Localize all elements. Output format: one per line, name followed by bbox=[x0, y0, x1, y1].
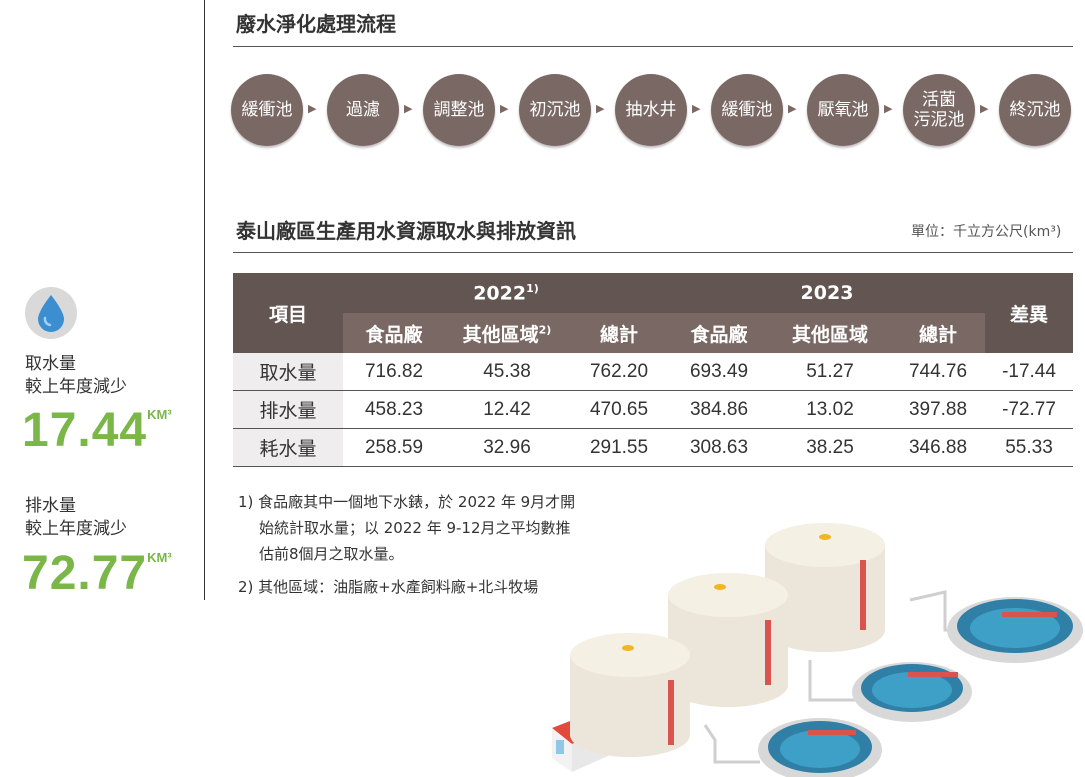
arrow-icon: ▶ bbox=[884, 102, 893, 115]
table-cell: 397.88 bbox=[891, 390, 985, 429]
header-diff: 差異 bbox=[985, 273, 1073, 353]
table-row: 取水量 716.82 45.38 762.20 693.49 51.27 744… bbox=[233, 353, 1073, 391]
process-step-1: 緩衝池 bbox=[231, 74, 303, 146]
table-cell: 55.33 bbox=[985, 428, 1073, 467]
subheader-other-2022: 其他區域2) bbox=[445, 313, 569, 353]
table-cell: 346.88 bbox=[891, 428, 985, 467]
process-step-5: 抽水井 bbox=[615, 74, 687, 146]
table-title: 泰山廠區生產用水資源取水與排放資訊 bbox=[236, 219, 576, 243]
arrow-icon: ▶ bbox=[980, 102, 989, 115]
vertical-divider bbox=[204, 0, 205, 600]
intake-stat-label: 取水量 較上年度減少 bbox=[25, 354, 127, 397]
process-step-7: 厭氧池 bbox=[807, 74, 879, 146]
header-item: 項目 bbox=[233, 273, 343, 353]
process-step-2: 過濾 bbox=[327, 74, 399, 146]
arrow-icon: ▶ bbox=[596, 102, 605, 115]
process-step-8: 活菌 污泥池 bbox=[903, 74, 975, 146]
discharge-stat-value: 72.77 bbox=[22, 547, 148, 600]
footnote-2: 2) 其他區域：油脂廠+水產飼料廠+北斗牧場 bbox=[238, 578, 539, 596]
table-cell: 258.59 bbox=[343, 428, 445, 467]
intake-stat-value: 17.44 bbox=[22, 404, 148, 457]
table-cell: 716.82 bbox=[343, 353, 445, 391]
table-cell: 12.42 bbox=[445, 390, 569, 429]
table-cell: 744.76 bbox=[891, 353, 985, 391]
arrow-icon: ▶ bbox=[788, 102, 797, 115]
process-step-3: 調整池 bbox=[423, 74, 495, 146]
subheader-food-2023: 食品廠 bbox=[669, 313, 769, 353]
discharge-stat: 72.77KM³ bbox=[22, 550, 172, 598]
process-step-4: 初沉池 bbox=[519, 74, 591, 146]
table-row: 排水量 458.23 12.42 470.65 384.86 13.02 397… bbox=[233, 390, 1073, 429]
process-title: 廢水淨化處理流程 bbox=[236, 12, 396, 36]
subheader-food-2022: 食品廠 bbox=[343, 313, 445, 353]
row-label: 耗水量 bbox=[233, 428, 343, 467]
clarifier-icon bbox=[758, 718, 882, 777]
unit-note: 單位：千立方公尺(km³) bbox=[911, 224, 1062, 240]
table-cell: 13.02 bbox=[769, 390, 891, 429]
subheader-total-2022: 總計 bbox=[569, 313, 669, 353]
header-year-2022: 20221) bbox=[343, 273, 669, 313]
table-cell: -17.44 bbox=[985, 353, 1073, 391]
intake-stat-unit: KM³ bbox=[147, 407, 172, 422]
tank-icon bbox=[668, 573, 788, 707]
clarifier-icon bbox=[947, 597, 1083, 663]
arrow-icon: ▶ bbox=[692, 102, 701, 115]
process-title-rule bbox=[233, 46, 1073, 47]
table-cell: 308.63 bbox=[669, 428, 769, 467]
tank-icon bbox=[765, 523, 885, 652]
arrow-icon: ▶ bbox=[500, 102, 509, 115]
table-cell: 693.49 bbox=[669, 353, 769, 391]
table-cell: 45.38 bbox=[445, 353, 569, 391]
water-drop-icon bbox=[38, 295, 64, 332]
subheader-other-2023: 其他區域 bbox=[769, 313, 891, 353]
table-row: 耗水量 258.59 32.96 291.55 308.63 38.25 346… bbox=[233, 428, 1073, 467]
table-cell: 458.23 bbox=[343, 390, 445, 429]
arrow-icon: ▶ bbox=[308, 102, 317, 115]
process-step-9: 終沉池 bbox=[999, 74, 1071, 146]
row-label: 取水量 bbox=[233, 353, 343, 391]
discharge-stat-unit: KM³ bbox=[147, 550, 172, 565]
table-cell: 51.27 bbox=[769, 353, 891, 391]
table-cell: 32.96 bbox=[445, 428, 569, 467]
table-cell: 384.86 bbox=[669, 390, 769, 429]
water-treatment-illustration bbox=[552, 523, 1083, 777]
table-title-rule bbox=[233, 252, 1073, 253]
intake-stat: 17.44KM³ bbox=[22, 407, 172, 455]
table-cell: -72.77 bbox=[985, 390, 1073, 429]
table-cell: 762.20 bbox=[569, 353, 669, 391]
header-year-2023: 2023 bbox=[669, 273, 985, 313]
clarifier-icon bbox=[852, 662, 972, 722]
table-cell: 470.65 bbox=[569, 390, 669, 429]
tank-icon bbox=[570, 633, 690, 757]
discharge-stat-label: 排水量 較上年度減少 bbox=[25, 496, 127, 539]
arrow-icon: ▶ bbox=[404, 102, 413, 115]
process-step-6: 緩衝池 bbox=[711, 74, 783, 146]
footnote-1: 1) 食品廠其中一個地下水錶，於 2022 年 9月才開 始統計取水量；以 20… bbox=[238, 493, 576, 563]
water-table: 項目 20221) 2023 差異 食品廠 其他區域2) 總計 食品廠 其他區域… bbox=[233, 273, 1073, 467]
table-cell: 291.55 bbox=[569, 428, 669, 467]
row-label: 排水量 bbox=[233, 390, 343, 429]
water-drop-badge bbox=[25, 287, 77, 339]
table-cell: 38.25 bbox=[769, 428, 891, 467]
subheader-total-2023: 總計 bbox=[891, 313, 985, 353]
